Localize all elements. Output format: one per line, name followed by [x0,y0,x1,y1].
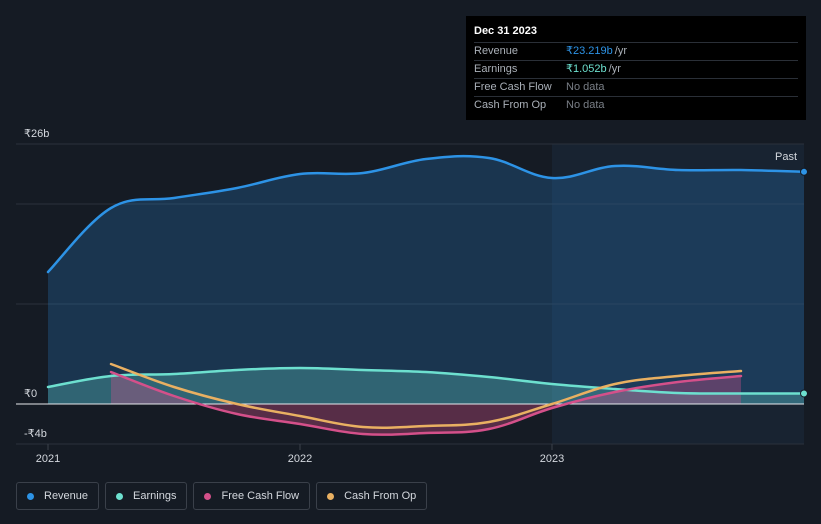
tooltip-date: Dec 31 2023 [474,25,537,37]
y-tick-label: ₹0 [24,388,37,400]
legend-item-cash-from-op[interactable]: Cash From Op [316,482,428,510]
tooltip-row-revenue: Revenue ₹23.219b/yr [474,42,798,60]
legend-item-earnings[interactable]: Earnings [105,482,188,510]
x-axis-labels: 2021 2022 2023 [36,444,564,465]
legend-label: Revenue [44,490,89,502]
series-end-markers [800,167,808,398]
tooltip-label: Revenue [474,45,519,57]
legend-dot-icon [204,492,212,500]
legend-dot-icon [116,492,124,500]
cash-from-op-line [109,362,743,429]
legend-item-free-cash-flow[interactable]: Free Cash Flow [193,482,311,510]
legend-label: Earnings [133,490,177,502]
legend-label: Cash From Op [344,490,417,502]
free-cash-flow-line [109,370,743,436]
legend-dot-icon [27,492,34,500]
legend-dot-icon [327,492,335,500]
tooltip: Dec 31 2023 Revenue ₹23.219b/yr Earnings… [466,16,806,120]
y-axis-labels: ₹26b ₹0 -₹4b [24,128,49,440]
revenue-end-marker [800,167,808,176]
tooltip-row-cash-from-op: Cash From Op No data [474,96,798,114]
tooltip-unit: /yr [608,63,621,75]
tooltip-unit: /yr [614,45,627,57]
tooltip-label: Free Cash Flow [474,81,552,93]
gridlines [16,143,804,445]
x-tick-label: 2023 [540,453,564,465]
tooltip-value: ₹23.219b [566,45,613,57]
legend-item-revenue[interactable]: Revenue [16,482,100,510]
tooltip-row-free-cash-flow: Free Cash Flow No data [474,78,798,96]
tooltip-value: No data [566,99,605,111]
tooltip-value: ₹1.052b [566,63,607,75]
revenue-line [46,154,806,274]
legend-label: Free Cash Flow [221,490,300,502]
y-tick-label: -₹4b [24,428,47,440]
series-lines [46,154,806,436]
tooltip-label: Cash From Op [474,99,547,111]
earnings-line [46,366,806,395]
legend: Revenue Earnings Free Cash Flow Cash Fro… [16,482,433,510]
tooltip-label: Earnings [474,63,518,75]
revenue-area [48,156,804,404]
tooltip-value: No data [566,81,605,93]
x-tick-label: 2022 [288,453,312,465]
tooltip-row-earnings: Earnings ₹1.052b/yr [474,60,798,78]
earnings-end-marker [800,389,808,398]
earnings-area [48,368,804,404]
y-tick-label: ₹26b [24,128,49,140]
past-label: Past [775,151,797,163]
x-tick-label: 2021 [36,453,60,465]
